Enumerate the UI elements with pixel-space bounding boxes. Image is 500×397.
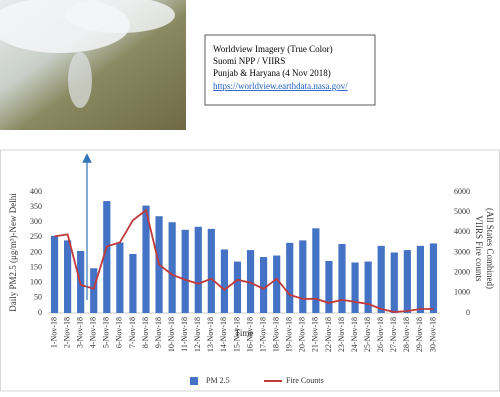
- y-tick-label: 400: [30, 187, 42, 196]
- x-tick-label: 4-Nov-18: [89, 317, 98, 348]
- x-tick-label: 18-Nov-18: [271, 317, 280, 352]
- y2-tick-label: 1000: [454, 288, 470, 297]
- x-tick-label: 22-Nov-18: [324, 317, 333, 352]
- y2-tick-label: 2000: [454, 267, 470, 276]
- x-tick-label: 29-Nov-18: [415, 317, 424, 352]
- legend-swatch: [190, 377, 198, 385]
- x-axis-title: Time: [235, 328, 254, 338]
- x-tick-label: 27-Nov-18: [389, 317, 398, 352]
- x-tick-label: 12-Nov-18: [193, 317, 202, 352]
- bar: [64, 240, 72, 313]
- x-tick-label: 20-Nov-18: [298, 317, 307, 352]
- info-line: Suomi NPP / VIIRS: [213, 56, 285, 66]
- bar: [181, 229, 189, 313]
- bar: [299, 240, 307, 313]
- bar: [390, 252, 398, 313]
- bar: [90, 268, 98, 313]
- x-tick-label: 17-Nov-18: [258, 317, 267, 352]
- x-tick-label: 14-Nov-18: [219, 317, 228, 352]
- y-tick-label: 100: [30, 278, 42, 287]
- bar: [273, 255, 281, 313]
- x-tick-label: 23-Nov-18: [337, 317, 346, 352]
- x-tick-label: 3-Nov-18: [75, 317, 84, 348]
- y2-tick-label: 6000: [454, 187, 470, 196]
- bar: [207, 228, 215, 313]
- y2-tick-label: 4000: [454, 227, 470, 236]
- info-line: Punjab & Haryana (4 Nov 2018): [213, 68, 331, 78]
- x-tick-label: 15-Nov-18: [232, 317, 241, 352]
- x-tick-label: 6-Nov-18: [115, 317, 124, 348]
- y-tick-label: 350: [30, 202, 42, 211]
- bar: [246, 250, 255, 313]
- y-tick-label: 250: [30, 232, 42, 241]
- bar: [312, 228, 320, 313]
- y-tick-label: 0: [38, 308, 42, 317]
- bar: [233, 261, 242, 313]
- x-tick-label: 1-Nov-18: [49, 317, 58, 348]
- x-tick-label: 9-Nov-18: [154, 317, 163, 348]
- bar: [116, 242, 124, 313]
- x-tick-label: 8-Nov-18: [141, 317, 150, 348]
- x-tick-label: 2-Nov-18: [62, 317, 71, 348]
- x-tick-label: 30-Nov-18: [428, 317, 437, 352]
- line-series: [54, 208, 434, 313]
- x-tick-label: 19-Nov-18: [285, 317, 294, 352]
- x-tick-label: 28-Nov-18: [402, 317, 411, 352]
- bar: [377, 245, 385, 313]
- legend-label: PM 2.5: [206, 376, 230, 385]
- y-tick-label: 300: [30, 217, 42, 226]
- bar: [351, 262, 359, 313]
- bar: [129, 254, 137, 313]
- info-link[interactable]: https://worldview.earthdata.nasa.gov/: [213, 81, 348, 91]
- bar: [429, 243, 438, 313]
- x-tick-label: 25-Nov-18: [363, 317, 372, 352]
- x-tick-label: 21-Nov-18: [311, 317, 320, 352]
- bar: [168, 222, 176, 313]
- bar: [220, 249, 228, 313]
- bar: [260, 257, 268, 313]
- x-tick-label: 5-Nov-18: [102, 317, 111, 348]
- bar: [103, 201, 111, 313]
- info-border: [204, 34, 376, 106]
- bar: [364, 261, 372, 313]
- chart: 0501001502002503003504000100020003000400…: [8, 187, 495, 385]
- bar: [286, 242, 294, 313]
- y-axis-title: Daily PM2.5 (μg/m³)-New Delhi: [8, 193, 18, 312]
- x-tick-label: 11-Nov-18: [180, 317, 189, 352]
- bar: [403, 250, 411, 313]
- bar: [325, 260, 333, 313]
- info-box: Worldview Imagery (True Color) Suomi NPP…: [204, 34, 376, 106]
- x-tick-label: 24-Nov-18: [350, 317, 359, 352]
- y2-axis-title: VIIRS Fire counts: [474, 216, 484, 282]
- info-line: Worldview Imagery (True Color): [213, 44, 333, 54]
- y2-axis-title: (All States Combined): [485, 208, 495, 289]
- x-tick-label: 13-Nov-18: [206, 317, 215, 352]
- bar: [338, 244, 346, 313]
- bar: [194, 226, 202, 313]
- y2-tick-label: 5000: [454, 207, 470, 216]
- y-tick-label: 50: [34, 293, 42, 302]
- x-tick-label: 7-Nov-18: [128, 317, 137, 348]
- bar: [50, 235, 59, 313]
- x-tick-label: 10-Nov-18: [167, 317, 176, 352]
- legend-label: Fire Counts: [286, 376, 324, 385]
- smoke: [68, 52, 92, 108]
- x-tick-label: 26-Nov-18: [376, 317, 385, 352]
- y2-tick-label: 0: [466, 308, 470, 317]
- bar: [142, 205, 150, 313]
- y-tick-label: 200: [30, 247, 42, 256]
- cloud: [65, 0, 175, 33]
- y-tick-label: 150: [30, 262, 42, 271]
- y2-tick-label: 3000: [454, 247, 470, 256]
- x-tick-label: 16-Nov-18: [245, 317, 254, 352]
- bar: [416, 245, 424, 313]
